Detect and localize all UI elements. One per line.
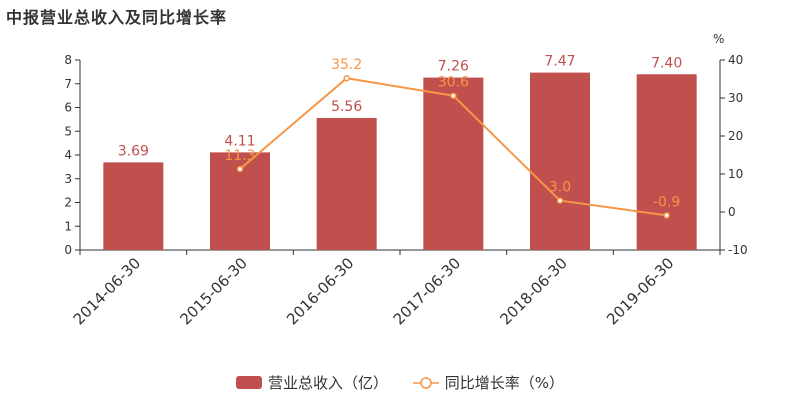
chart-title: 中报营业总收入及同比增长率 xyxy=(6,8,228,27)
x-tick-label: 2015-06-30 xyxy=(176,254,250,328)
growth-point xyxy=(556,197,564,204)
y-left-tick-label: 3 xyxy=(64,172,72,186)
legend-line-swatch-icon xyxy=(412,376,439,389)
growth-point xyxy=(663,212,670,219)
y-left-tick-label: 4 xyxy=(64,148,72,162)
legend-item-growth[interactable]: 同比增长率（%） xyxy=(412,372,565,393)
y-right-tick-label: 20 xyxy=(728,129,743,143)
legend-bar-swatch xyxy=(235,376,262,389)
growth-data-label: 30.6 xyxy=(438,75,469,91)
bar xyxy=(530,72,590,251)
y-left-tick-label: 1 xyxy=(64,219,72,233)
y-right-tick-label: 40 xyxy=(728,53,743,67)
bar-data-label: 7.47 xyxy=(544,54,575,70)
bar xyxy=(103,162,164,250)
x-tick-label: 2019-06-30 xyxy=(603,254,677,328)
y-right-tick-label: 0 xyxy=(728,205,736,219)
y-right-tick-label: 10 xyxy=(728,167,743,181)
bar xyxy=(423,77,484,250)
y-left-tick-label: 8 xyxy=(64,53,72,67)
bar-data-label: 7.26 xyxy=(438,59,469,75)
y-left-tick-label: 7 xyxy=(64,77,72,91)
bar-data-label: 4.11 xyxy=(224,133,255,149)
bar xyxy=(636,74,697,250)
x-tick-label: 2018-06-30 xyxy=(496,254,570,328)
growth-data-label: 11.3 xyxy=(224,148,255,164)
y-right-unit-label: % xyxy=(713,32,724,46)
growth-data-label: -0.9 xyxy=(653,194,680,210)
growth-data-label: 35.2 xyxy=(331,57,362,73)
growth-point xyxy=(343,74,350,82)
x-tick-label: 2016-06-30 xyxy=(283,254,357,328)
y-left-tick-label: 6 xyxy=(64,101,72,115)
bar-data-label: 3.69 xyxy=(118,143,149,159)
x-tick-label: 2017-06-30 xyxy=(390,254,464,328)
y-right-tick-label: -10 xyxy=(728,243,748,257)
bar-data-label: 5.56 xyxy=(331,99,362,115)
y-right-tick-label: 30 xyxy=(728,91,743,105)
growth-point xyxy=(450,92,457,99)
legend-label-growth: 同比增长率（%） xyxy=(444,374,565,392)
bar xyxy=(316,117,377,250)
legend: 营业总收入（亿） 同比增长率（%） xyxy=(0,372,800,393)
y-left-tick-label: 2 xyxy=(64,196,72,210)
growth-data-label: 3.0 xyxy=(549,180,571,196)
legend-item-revenue[interactable]: 营业总收入（亿） xyxy=(235,372,388,393)
y-left-tick-label: 0 xyxy=(64,243,72,257)
y-left-tick-label: 5 xyxy=(64,124,72,138)
legend-label-revenue: 营业总收入（亿） xyxy=(267,374,388,392)
growth-point xyxy=(236,165,244,173)
x-tick-label: 2014-06-30 xyxy=(70,254,144,328)
bar-data-label: 7.40 xyxy=(651,55,682,71)
